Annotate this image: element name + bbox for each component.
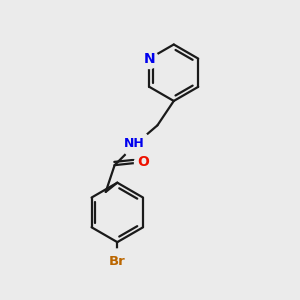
Text: NH: NH xyxy=(124,137,145,150)
Text: N: N xyxy=(143,52,155,66)
Text: Br: Br xyxy=(109,255,126,268)
Text: O: O xyxy=(137,155,149,169)
